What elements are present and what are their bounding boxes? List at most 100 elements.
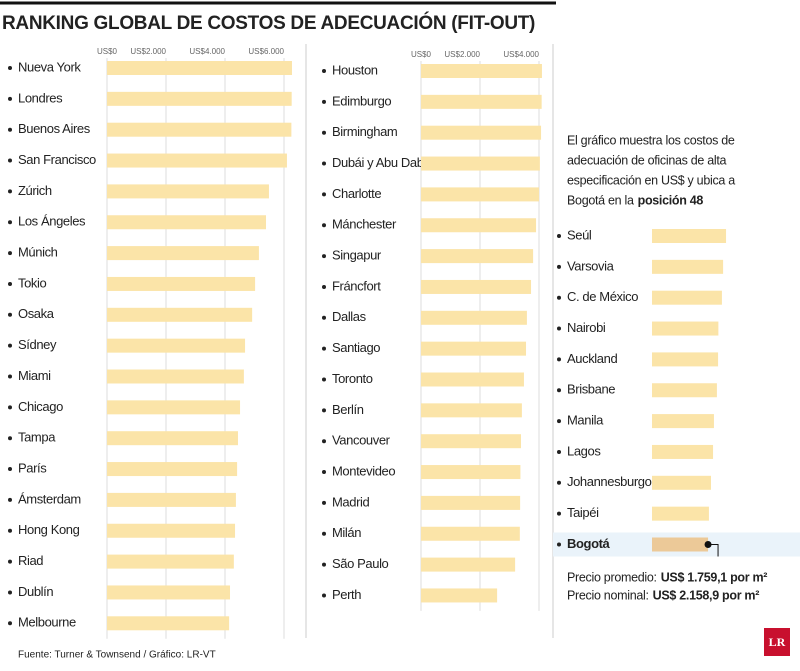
bar (421, 557, 516, 572)
bar (652, 321, 719, 336)
category-label: Chicago (18, 399, 63, 414)
bullet (8, 343, 12, 348)
x-tick-label: US$2.000 (444, 50, 480, 59)
category-label: Hong Kong (18, 522, 80, 537)
bar (107, 184, 269, 199)
category-label: Auckland (567, 351, 617, 366)
category-label: Brisbane (567, 382, 615, 397)
category-label: São Paulo (332, 556, 389, 571)
bullet (8, 497, 12, 502)
bar (107, 492, 236, 507)
note-line: El gráfico muestra los costos de (567, 133, 735, 147)
bullet (8, 528, 12, 533)
category-label: Riad (18, 553, 43, 568)
bar (421, 279, 532, 294)
category-label: Mánchester (332, 217, 397, 232)
bar (421, 434, 522, 449)
category-label: Fráncfort (332, 278, 381, 293)
bar (107, 246, 259, 261)
bullet (8, 220, 12, 225)
category-label: Birmingham (332, 124, 397, 139)
category-label: C. de México (567, 289, 638, 304)
bar (421, 495, 521, 510)
price-label: Precio nominal: (567, 588, 649, 602)
bar (107, 307, 253, 322)
note-line: adecuación de oficinas de alta (567, 153, 727, 167)
x-tick-label: US$4.000 (503, 50, 539, 59)
bullet (557, 326, 561, 331)
bullet (322, 408, 326, 413)
category-label: Buenos Aires (18, 121, 91, 136)
category-label: Osaka (18, 306, 55, 321)
bullet (322, 593, 326, 598)
category-label: Seúl (567, 227, 592, 242)
bar (652, 537, 709, 552)
category-label: Santiago (332, 340, 380, 355)
bar (652, 290, 722, 305)
note-bold: posición 48 (638, 193, 704, 207)
bullet (8, 374, 12, 379)
note-line: especificación en US$ y ubica a (567, 173, 735, 187)
price-label: Precio promedio: (567, 570, 657, 584)
category-label: Taipéi (567, 505, 599, 520)
bullet (322, 99, 326, 104)
category-label: Varsovia (567, 258, 615, 273)
bar (107, 400, 241, 415)
category-label: Manila (567, 413, 604, 428)
x-tick-label: US$2.000 (130, 47, 166, 56)
bullet (8, 189, 12, 194)
bar (421, 156, 540, 171)
bullet (8, 251, 12, 256)
logo: LR (769, 635, 786, 649)
category-label: San Francisco (18, 152, 96, 167)
bar (107, 61, 292, 75)
bar (652, 414, 714, 429)
bullet (8, 158, 12, 163)
bullet (8, 590, 12, 595)
bar (652, 352, 719, 367)
bullet (557, 480, 561, 485)
category-label: Milán (332, 525, 361, 540)
bullet (322, 161, 326, 166)
bullet (322, 315, 326, 320)
bar (421, 218, 537, 233)
bar (107, 431, 238, 446)
category-label: Tampa (18, 430, 56, 445)
category-label: Tokio (18, 275, 47, 290)
category-label: Houston (332, 62, 378, 77)
category-label: Charlotte (332, 186, 381, 201)
category-label: Perth (332, 587, 361, 602)
category-label: Madrid (332, 494, 370, 509)
bar (652, 475, 711, 490)
bullet (557, 419, 561, 424)
x-tick-label: US$6.000 (248, 47, 284, 56)
bar (107, 276, 256, 291)
category-label: Nueva York (18, 59, 81, 74)
bar (421, 341, 527, 356)
category-label: Múnich (18, 245, 58, 260)
bullet (557, 264, 561, 269)
bullet (557, 511, 561, 516)
bullet (8, 405, 12, 410)
chart-title: RANKING GLOBAL DE COSTOS DE ADECUACIÓN (… (2, 12, 535, 34)
bar (421, 64, 542, 78)
bullet (557, 295, 561, 300)
category-label: Dallas (332, 309, 367, 324)
category-label: Montevideo (332, 463, 395, 478)
note-line: Bogotá en la (567, 193, 634, 207)
bar (107, 523, 236, 538)
bar (421, 125, 542, 140)
bullet (322, 346, 326, 351)
bar (107, 369, 244, 384)
bullet (322, 69, 326, 73)
bar (107, 153, 287, 168)
category-label: Berlín (332, 402, 364, 417)
category-label: Zúrich (18, 183, 52, 198)
bar (652, 229, 727, 243)
category-label: París (18, 460, 47, 475)
bullet (322, 254, 326, 259)
bullet (8, 467, 12, 472)
bar (421, 588, 498, 603)
category-label: Ámsterdam (18, 491, 81, 506)
